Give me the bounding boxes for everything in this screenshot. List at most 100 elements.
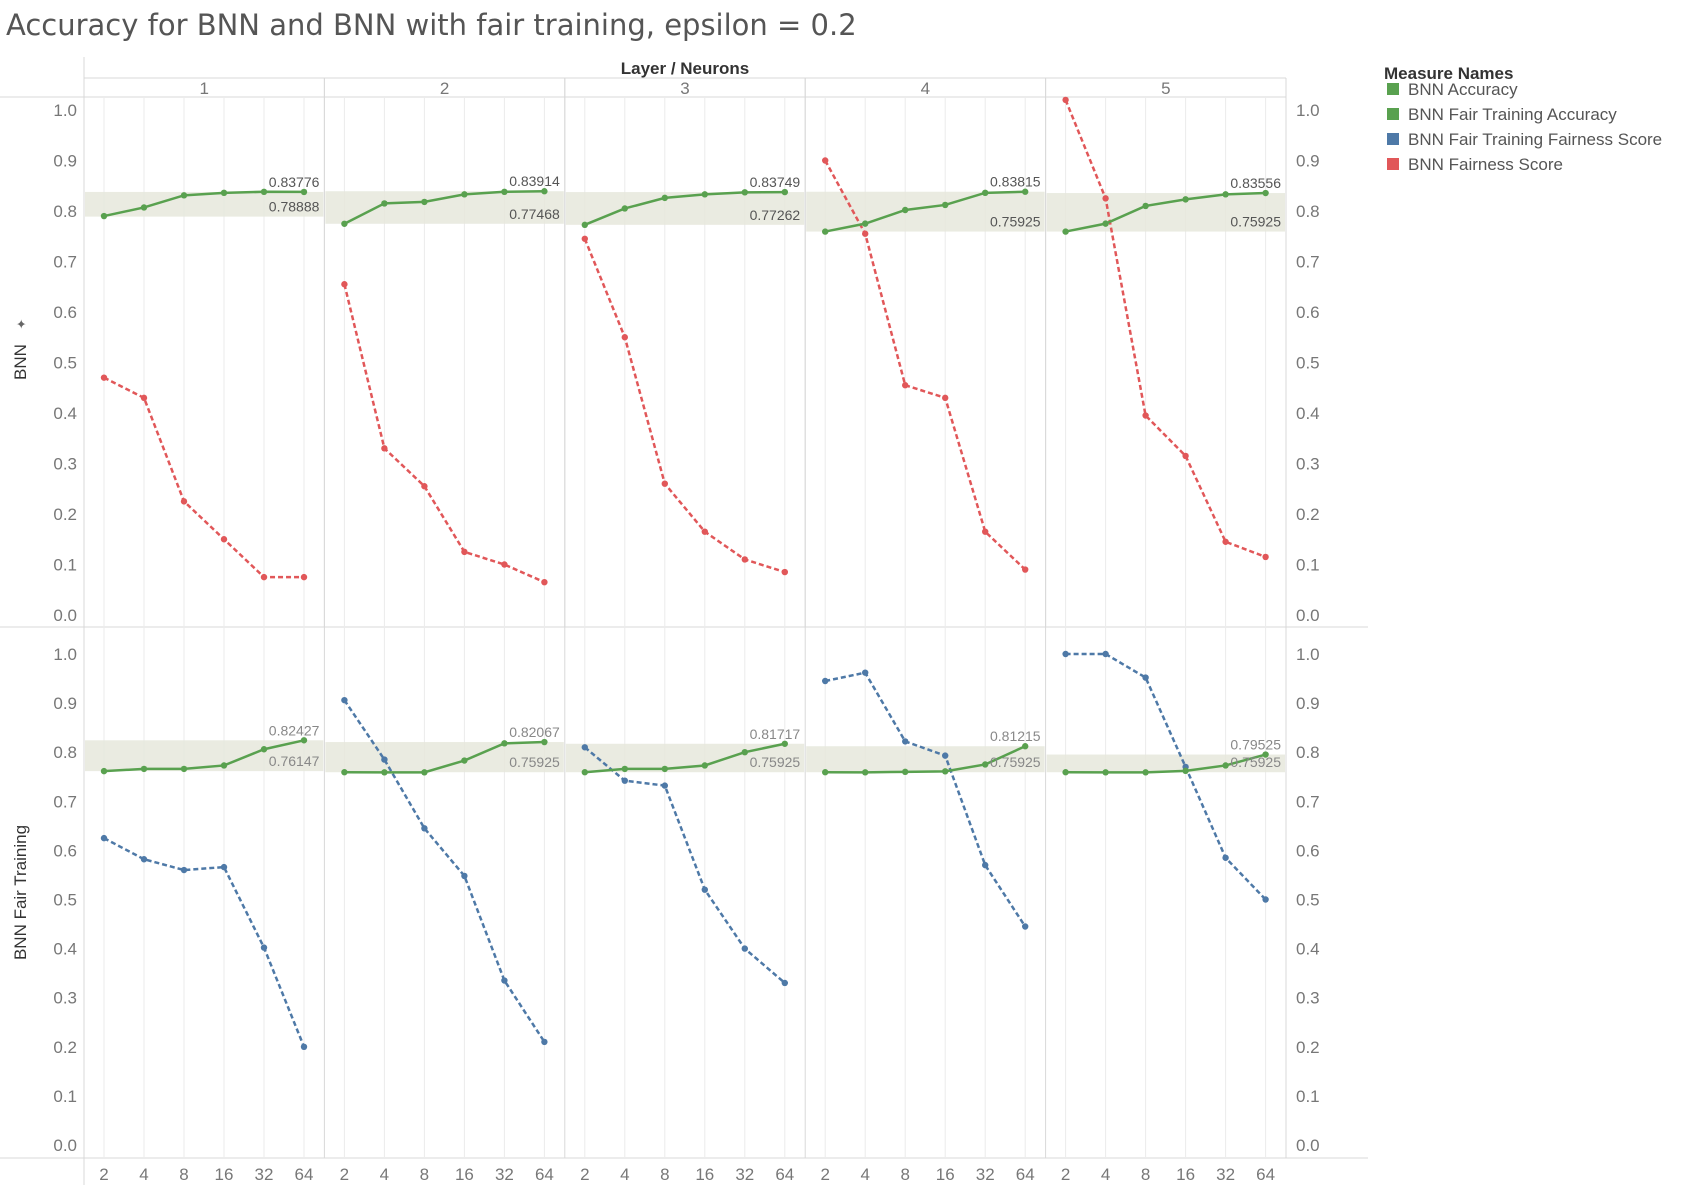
y-tick-label-right: 0.7 bbox=[1296, 253, 1320, 272]
fairness-score-point bbox=[220, 863, 228, 871]
accuracy-point bbox=[381, 200, 388, 207]
accuracy-point bbox=[982, 189, 989, 197]
accuracy-point bbox=[982, 761, 989, 768]
accuracy-point bbox=[421, 769, 428, 776]
fairness-score-point bbox=[741, 945, 748, 952]
y-tick-label-left: 0.4 bbox=[53, 940, 77, 959]
accuracy-point bbox=[1222, 191, 1229, 198]
x-tick-label: 32 bbox=[976, 1165, 995, 1184]
column-header-title: Layer / Neurons bbox=[621, 59, 750, 78]
accuracy-point bbox=[260, 188, 268, 196]
x-tick-label: 4 bbox=[139, 1165, 148, 1184]
band-max-label: 0.81215 bbox=[990, 728, 1041, 744]
fairness-score-point bbox=[902, 738, 909, 745]
accuracy-point bbox=[100, 767, 108, 775]
chart-title: Accuracy for BNN and BNN with fair train… bbox=[6, 8, 857, 42]
y-tick-label-left: 0.0 bbox=[53, 1136, 77, 1155]
legend-swatch bbox=[1387, 108, 1399, 120]
fairness-score-point bbox=[942, 394, 949, 402]
band-max-label: 0.83749 bbox=[750, 174, 801, 190]
fairness-score-line bbox=[343, 699, 546, 1043]
y-tick-label-left: 0.8 bbox=[53, 202, 77, 221]
accuracy-point bbox=[1021, 188, 1029, 195]
y-tick-label-right: 0.8 bbox=[1296, 743, 1320, 762]
fairness-score-point bbox=[381, 756, 388, 763]
x-tick-label: 4 bbox=[380, 1165, 389, 1184]
accuracy-line bbox=[824, 190, 1026, 233]
accuracy-point bbox=[220, 189, 228, 197]
accuracy-line bbox=[1065, 191, 1266, 233]
accuracy-point bbox=[260, 746, 268, 753]
fairness-score-line bbox=[583, 238, 786, 574]
legend-item-label: BNN Fair Training Accuracy bbox=[1408, 105, 1617, 124]
fairness-score-point bbox=[1062, 96, 1069, 104]
accuracy-point bbox=[341, 769, 348, 776]
x-tick-label: 64 bbox=[1256, 1165, 1275, 1184]
pin-icon: ✦ bbox=[14, 318, 29, 329]
y-tick-label-right: 0.0 bbox=[1296, 1136, 1320, 1155]
accuracy-point bbox=[661, 765, 668, 773]
x-tick-label: 2 bbox=[820, 1165, 829, 1184]
x-tick-label: 32 bbox=[1216, 1165, 1235, 1184]
y-tick-label-right: 0.6 bbox=[1296, 303, 1320, 322]
fairness-score-point bbox=[300, 1043, 308, 1051]
x-tick-label: 64 bbox=[775, 1165, 794, 1184]
x-tick-label: 2 bbox=[580, 1165, 589, 1184]
y-tick-label-left: 0.5 bbox=[53, 354, 77, 373]
band-max-label: 0.82067 bbox=[509, 724, 560, 740]
fairness-score-point bbox=[180, 866, 188, 874]
accuracy-point bbox=[942, 768, 949, 775]
reference-band bbox=[1046, 193, 1285, 232]
fairness-score-point bbox=[1021, 566, 1029, 573]
band-max-label: 0.79525 bbox=[1230, 737, 1281, 753]
y-tick-label-right: 0.5 bbox=[1296, 891, 1320, 910]
x-tick-label: 4 bbox=[860, 1165, 869, 1184]
y-tick-label-right: 0.4 bbox=[1296, 404, 1320, 423]
fairness-score-point bbox=[822, 157, 829, 164]
y-tick-label-left: 1.0 bbox=[53, 101, 77, 120]
fairness-score-point bbox=[341, 696, 348, 704]
accuracy-point bbox=[140, 204, 148, 211]
y-tick-label-right: 1.0 bbox=[1296, 645, 1320, 664]
accuracy-point bbox=[461, 757, 468, 764]
y-tick-label-right: 0.2 bbox=[1296, 1038, 1320, 1057]
accuracy-point bbox=[1222, 762, 1229, 769]
fairness-score-point bbox=[781, 979, 788, 987]
y-tick-label-right: 0.1 bbox=[1296, 1087, 1320, 1106]
y-tick-label-left: 0.9 bbox=[53, 152, 77, 171]
accuracy-point bbox=[902, 206, 909, 214]
y-tick-label-left: 0.6 bbox=[53, 841, 77, 860]
x-tick-label: 32 bbox=[495, 1165, 514, 1184]
fairness-score-point bbox=[862, 230, 869, 237]
fairness-score-point bbox=[501, 977, 508, 984]
accuracy-point bbox=[421, 198, 428, 206]
legend-swatch bbox=[1387, 158, 1399, 170]
accuracy-point bbox=[461, 191, 468, 198]
accuracy-point bbox=[621, 205, 628, 212]
legend-item-label: BNN Fair Training Fairness Score bbox=[1408, 130, 1662, 149]
x-tick-label: 8 bbox=[900, 1165, 909, 1184]
fairness-score-point bbox=[1262, 896, 1269, 903]
fairness-score-point bbox=[541, 578, 548, 586]
x-tick-label: 2 bbox=[1061, 1165, 1070, 1184]
fairness-score-point bbox=[100, 834, 108, 842]
x-tick-label: 8 bbox=[179, 1165, 188, 1184]
fairness-score-point bbox=[220, 536, 228, 543]
layer-header-4: 4 bbox=[921, 79, 930, 98]
fairness-score-point bbox=[421, 825, 428, 832]
row-label-1: BNN Fair Training bbox=[11, 825, 30, 960]
accuracy-point bbox=[701, 191, 708, 198]
band-max-label: 0.82427 bbox=[269, 722, 320, 738]
accuracy-point bbox=[180, 765, 188, 773]
y-tick-label-right: 0.8 bbox=[1296, 202, 1320, 221]
x-tick-label: 64 bbox=[295, 1165, 314, 1184]
fairness-score-point bbox=[822, 677, 829, 685]
accuracy-point bbox=[501, 740, 508, 747]
x-tick-label: 64 bbox=[535, 1165, 554, 1184]
fairness-score-point bbox=[1222, 854, 1229, 861]
y-tick-label-left: 0.2 bbox=[53, 505, 77, 524]
accuracy-line bbox=[584, 742, 786, 774]
reference-band bbox=[806, 746, 1045, 773]
accuracy-point bbox=[1142, 202, 1149, 210]
fairness-score-point bbox=[541, 1038, 548, 1046]
